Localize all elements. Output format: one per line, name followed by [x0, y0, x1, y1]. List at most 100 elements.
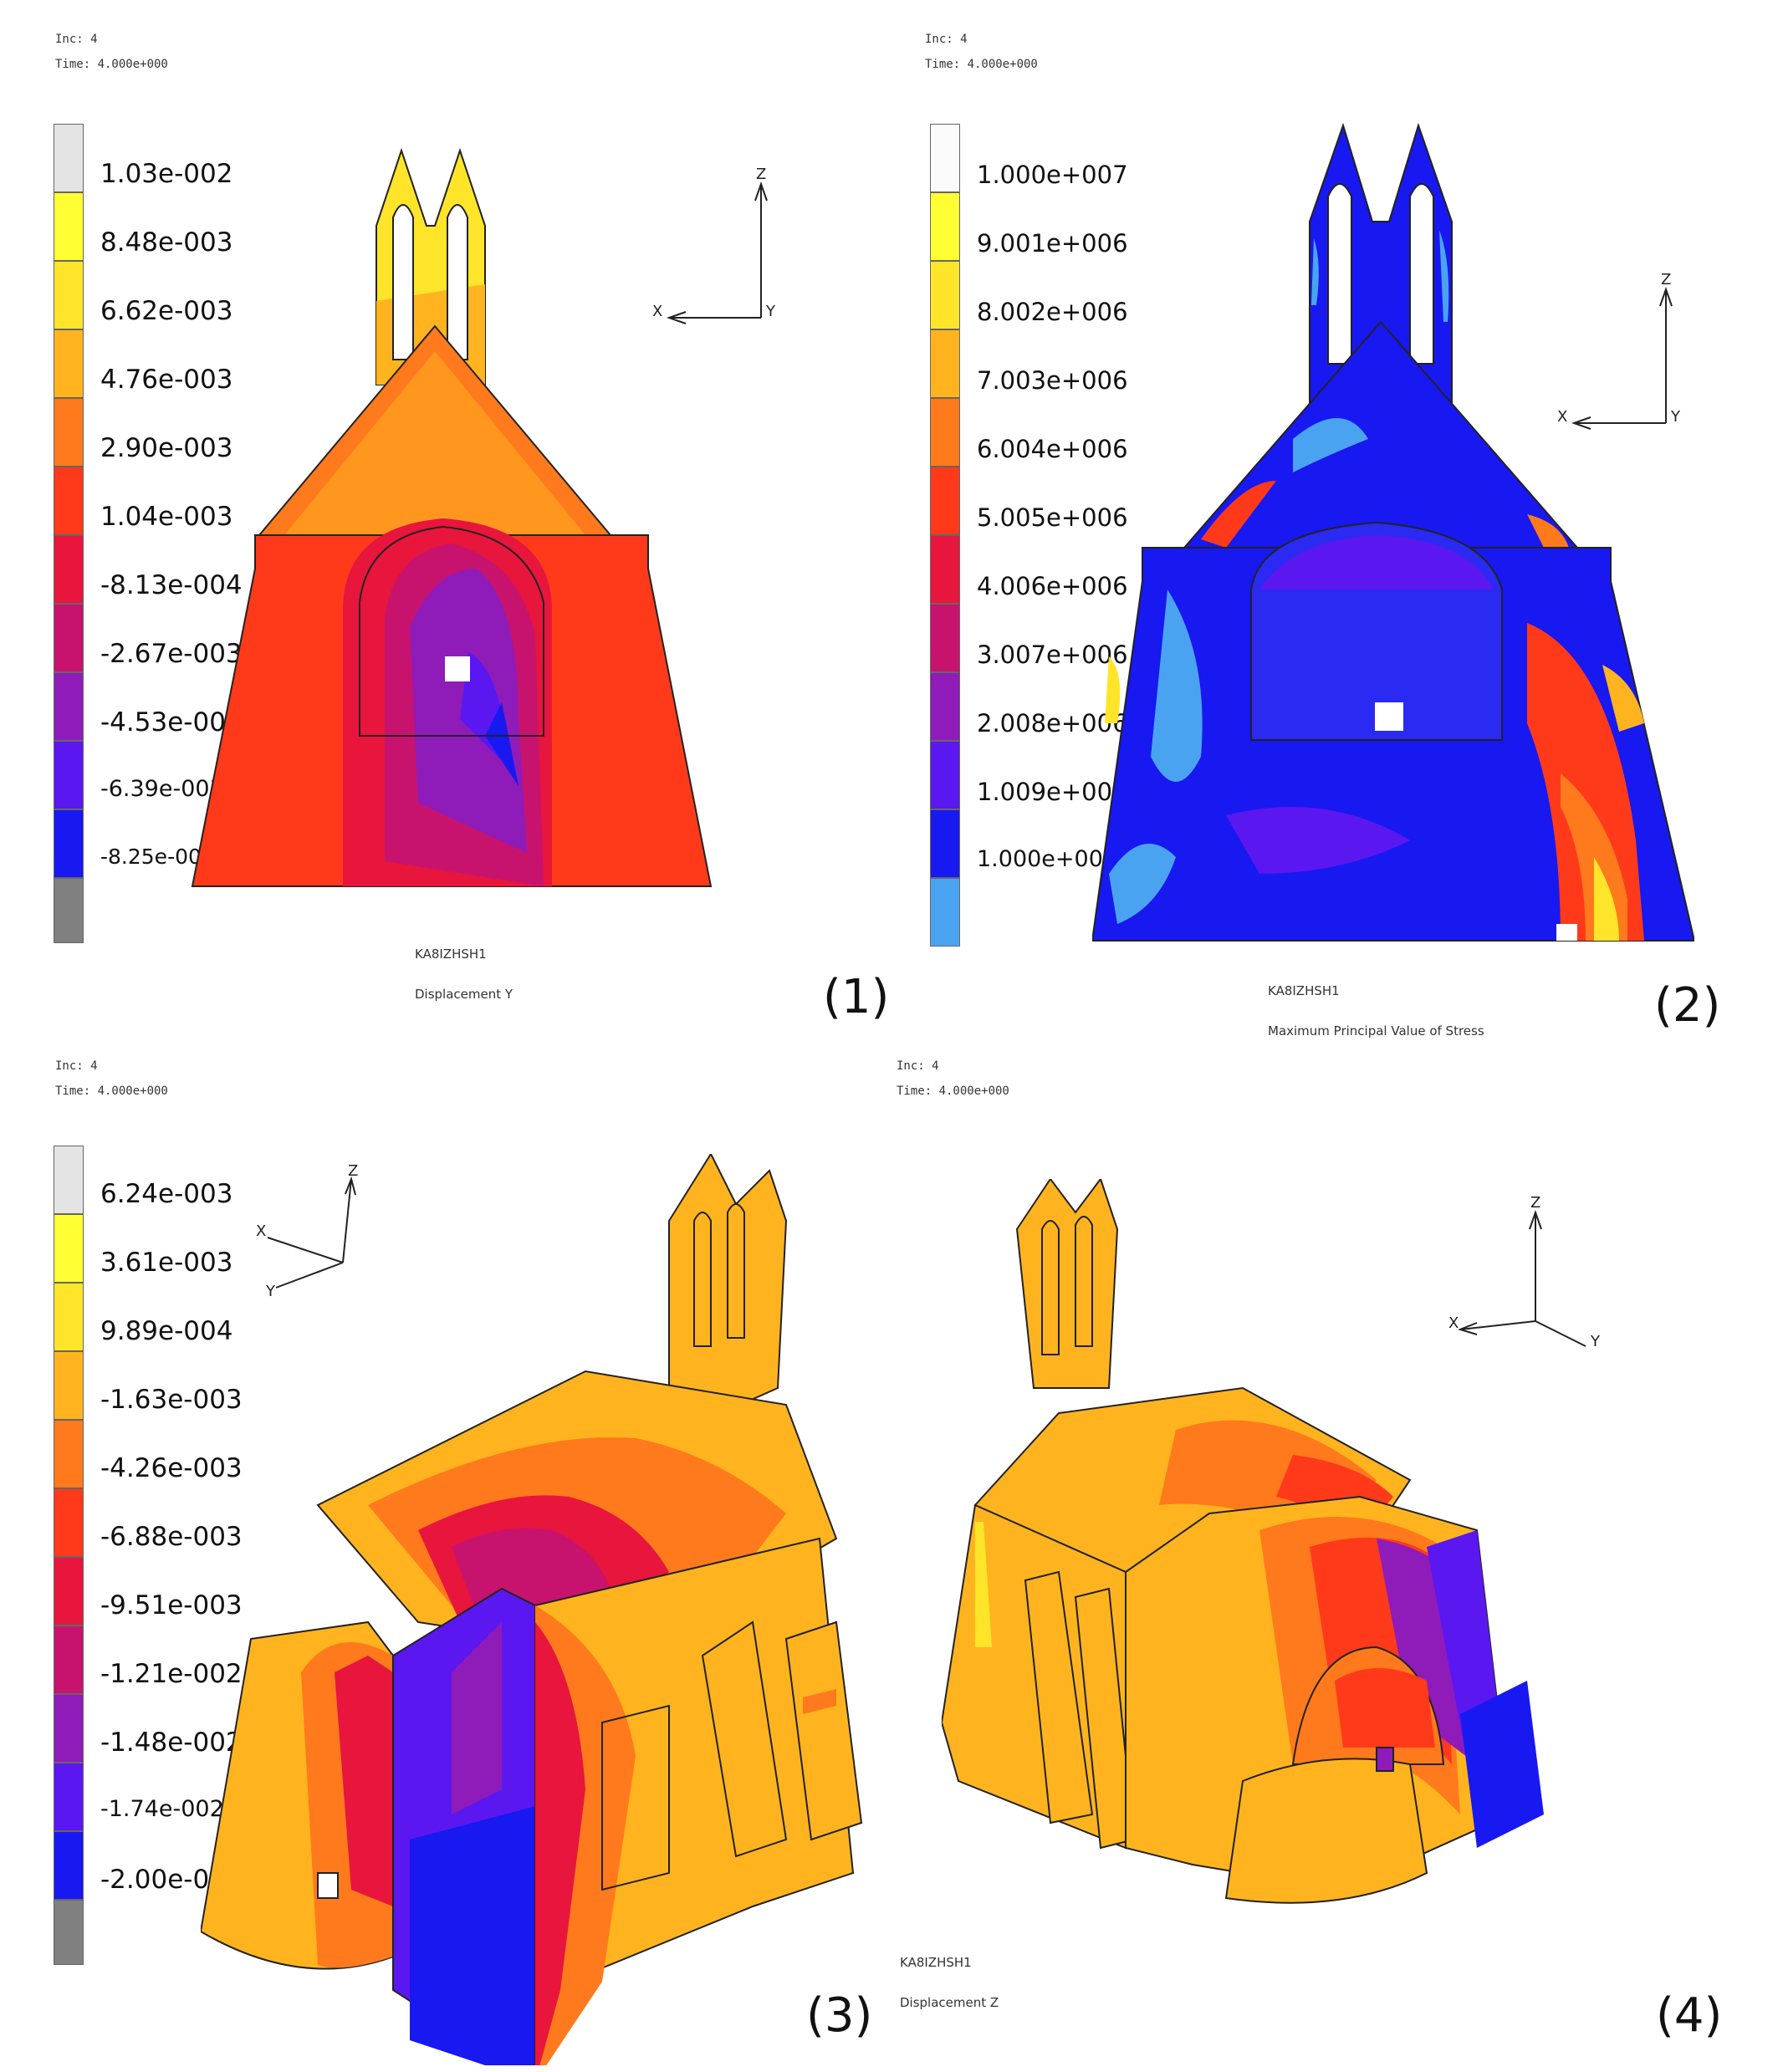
legend-value: 1.009e+006 — [977, 778, 1128, 806]
legend-swatch — [54, 535, 84, 604]
time-label: Time: 4.000e+000 — [897, 1084, 1009, 1098]
legend-value: -8.25e-003 — [100, 845, 215, 869]
legend-value: 2.008e+006 — [977, 709, 1128, 737]
legend-swatch — [930, 535, 960, 604]
model-view-front — [191, 147, 713, 887]
legend-value: -1.21e-002 — [100, 1659, 243, 1689]
legend-value: -1.48e-002 — [100, 1728, 243, 1758]
panel-principal-stress: Inc: 4 Time: 4.000e+000 1.000e+007 9.001… — [892, 0, 1783, 1045]
legend-swatch — [930, 604, 960, 672]
model-name: KA8IZHSH1 — [900, 1955, 972, 1970]
legend-value: 1.000e+007 — [977, 161, 1128, 189]
legend-value: 5.005e+006 — [977, 503, 1128, 532]
model-name: KA8IZHSH1 — [1268, 983, 1340, 998]
legend-value: 3.61e-003 — [100, 1248, 233, 1278]
legend-value: -6.88e-003 — [100, 1522, 243, 1552]
panel-number: (1) — [823, 970, 890, 1024]
legend-swatch — [54, 1625, 84, 1694]
legend-value: 1.000e+004 — [977, 846, 1118, 872]
axis-label-z: Z — [756, 166, 766, 183]
legend-swatch — [54, 1146, 84, 1214]
legend-value: 3.007e+006 — [977, 640, 1128, 669]
legend-value: 4.006e+006 — [977, 572, 1128, 600]
legend-value: -4.53e-003 — [100, 707, 243, 737]
legend-swatch — [54, 878, 84, 943]
legend-swatch — [54, 467, 84, 535]
legend-swatch — [54, 1694, 84, 1763]
model-view-front-stress — [1092, 122, 1694, 942]
increment-label: Inc: 4 — [925, 33, 968, 46]
legend-swatch — [54, 192, 84, 261]
panel-displacement-z-view-a: Inc: 4 Time: 4.000e+000 6.24e-003 3.61e-… — [0, 1045, 892, 2072]
legend-value: 7.003e+006 — [977, 366, 1128, 395]
legend-swatch — [930, 809, 960, 878]
result-name: Displacement Y — [415, 987, 513, 1002]
axis-label-y: Y — [265, 1283, 276, 1300]
color-legend: 1.03e-002 8.48e-003 6.62e-003 4.76e-003 … — [54, 124, 304, 943]
panel-displacement-z-view-b: Inc: 4 Time: 4.000e+000 Z X Y — [892, 1045, 1783, 2072]
legend-swatch — [54, 1831, 84, 1900]
panel-number: (4) — [1656, 1988, 1723, 2043]
legend-value: -4.26e-003 — [100, 1453, 243, 1483]
legend-swatch — [54, 329, 84, 398]
legend-swatch — [54, 1214, 84, 1283]
legend-value: -8.13e-004 — [100, 570, 243, 600]
axis-label-y: Y — [1670, 408, 1681, 426]
increment-label: Inc: 4 — [55, 1059, 98, 1073]
panel-number: (3) — [806, 1988, 873, 2043]
legend-swatch — [54, 809, 84, 878]
legend-value: 1.03e-002 — [100, 159, 233, 189]
legend-swatch — [54, 1351, 84, 1420]
axis-label-x: X — [1557, 408, 1567, 426]
color-legend: 1.000e+007 9.001e+006 8.002e+006 7.003e+… — [930, 124, 1198, 947]
legend-value: 9.001e+006 — [977, 229, 1128, 258]
result-name: Maximum Principal Value of Stress — [1268, 1023, 1484, 1039]
color-legend: 6.24e-003 3.61e-003 9.89e-004 -1.63e-003… — [54, 1146, 304, 1965]
legend-swatch — [930, 878, 960, 947]
legend-value: 1.04e-003 — [100, 502, 233, 532]
legend-swatch — [930, 124, 960, 192]
axis-triad: Z X Y — [1448, 1194, 1601, 1350]
legend-value: -9.51e-003 — [100, 1590, 243, 1620]
axis-triad: Z X Y — [652, 166, 776, 324]
legend-value: 9.89e-004 — [100, 1316, 233, 1346]
legend-swatch — [54, 1900, 84, 1965]
panel-number: (2) — [1654, 978, 1721, 1033]
legend-swatch — [54, 398, 84, 467]
axis-triad: Z X Y — [256, 1162, 358, 1300]
legend-swatch — [54, 124, 84, 192]
panel-displacement-y: Inc: 4 Time: 4.000e+000 1.03e-002 8.48e-… — [0, 0, 892, 1045]
axis-label-y: Y — [765, 303, 776, 320]
legend-swatch — [930, 467, 960, 535]
legend-value: 6.62e-003 — [100, 296, 233, 326]
legend-value: 4.76e-003 — [100, 365, 233, 395]
legend-swatch — [930, 192, 960, 261]
axis-label-z: Z — [348, 1162, 358, 1180]
axis-label-x: X — [652, 303, 662, 320]
legend-swatch — [54, 1557, 84, 1625]
axis-label-z: Z — [1661, 271, 1671, 288]
time-label: Time: 4.000e+000 — [925, 58, 1038, 71]
time-label: Time: 4.000e+000 — [55, 58, 168, 71]
axis-triad: Z X Y — [1557, 271, 1681, 430]
legend-swatch — [54, 604, 84, 672]
legend-swatch — [54, 741, 84, 809]
increment-label: Inc: 4 — [897, 1059, 939, 1073]
result-name: Displacement Z — [900, 1995, 999, 2010]
legend-value: 8.48e-003 — [100, 227, 233, 258]
legend-value: -6.39e-003 — [100, 776, 224, 802]
axis-label-z: Z — [1530, 1194, 1540, 1212]
axis-label-y: Y — [1590, 1333, 1601, 1350]
legend-swatch — [930, 672, 960, 741]
legend-value: -2.67e-003 — [100, 639, 243, 669]
legend-swatch — [54, 1283, 84, 1351]
legend-swatch — [54, 1763, 84, 1831]
time-label: Time: 4.000e+000 — [55, 1084, 168, 1098]
legend-swatch — [930, 741, 960, 809]
legend-swatch — [930, 398, 960, 467]
model-view-isometric-b — [942, 1179, 1544, 1904]
legend-swatch — [54, 1420, 84, 1488]
legend-value: 8.002e+006 — [977, 298, 1128, 326]
legend-value: -1.63e-003 — [100, 1385, 243, 1415]
legend-swatch — [930, 329, 960, 398]
